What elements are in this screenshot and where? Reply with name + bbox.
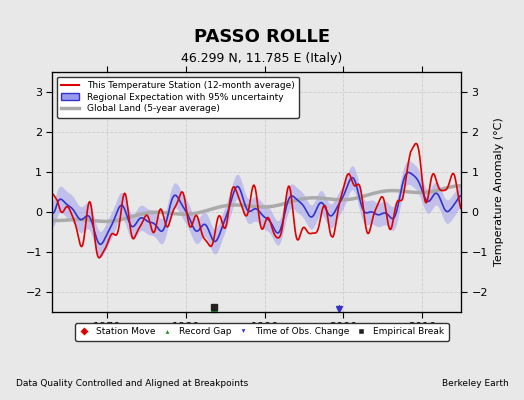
Legend: This Temperature Station (12-month average), Regional Expectation with 95% uncer: This Temperature Station (12-month avera… [57, 76, 299, 118]
Text: 46.299 N, 11.785 E (Italy): 46.299 N, 11.785 E (Italy) [181, 52, 343, 65]
Legend: Station Move, Record Gap, Time of Obs. Change, Empirical Break: Station Move, Record Gap, Time of Obs. C… [75, 323, 449, 341]
Text: PASSO ROLLE: PASSO ROLLE [194, 28, 330, 46]
Text: Berkeley Earth: Berkeley Earth [442, 379, 508, 388]
Y-axis label: Temperature Anomaly (°C): Temperature Anomaly (°C) [494, 118, 504, 266]
Text: Data Quality Controlled and Aligned at Breakpoints: Data Quality Controlled and Aligned at B… [16, 379, 248, 388]
